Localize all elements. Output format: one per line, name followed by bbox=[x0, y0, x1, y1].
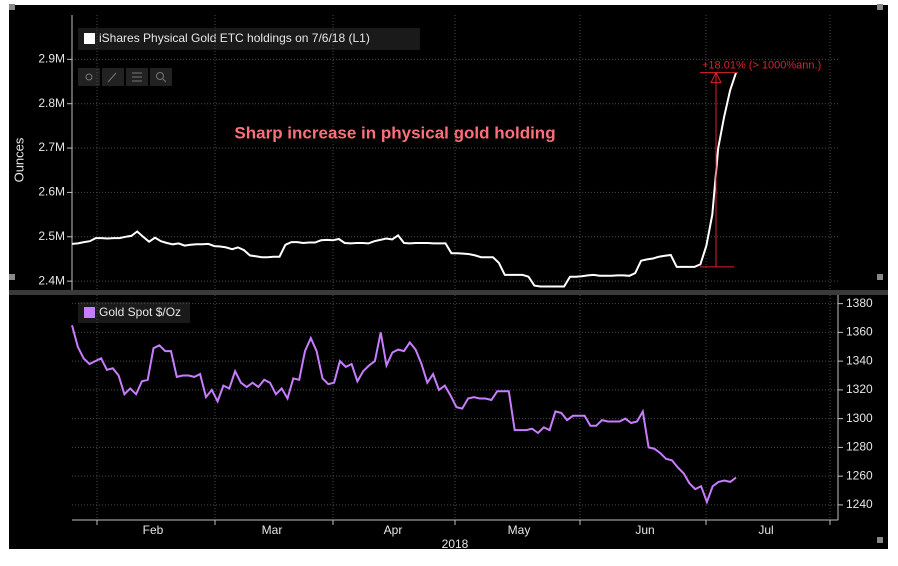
panel-divider bbox=[9, 290, 888, 295]
legend-swatch bbox=[84, 33, 95, 44]
y-tick-label: 1240 bbox=[846, 497, 873, 511]
y-axis-title: Ounces bbox=[11, 137, 26, 182]
y-tick-label: 1280 bbox=[846, 440, 873, 454]
series-line bbox=[71, 324, 737, 505]
toolbar bbox=[78, 68, 172, 86]
y-tick-label: 1320 bbox=[846, 382, 873, 396]
x-tick-label: Jun bbox=[635, 523, 654, 537]
y-tick-label: 1260 bbox=[846, 468, 873, 482]
corner-marker bbox=[9, 274, 15, 280]
y-tick-label: 1360 bbox=[846, 325, 873, 339]
x-tick-label: Mar bbox=[262, 523, 283, 537]
x-tick-label: Jul bbox=[758, 523, 773, 537]
x-tick-label: Feb bbox=[143, 523, 164, 537]
legend-label: iShares Physical Gold ETC holdings on 7/… bbox=[99, 31, 370, 45]
x-axis-title: 2018 bbox=[442, 537, 469, 551]
corner-marker bbox=[877, 274, 883, 280]
x-tick-label: May bbox=[508, 523, 531, 537]
corner-marker bbox=[877, 537, 883, 543]
legend-label: Gold Spot $/Oz bbox=[99, 305, 181, 319]
y-tick-label: 1300 bbox=[846, 411, 873, 425]
y-tick-label: 2.9M bbox=[38, 52, 65, 66]
change-arrow bbox=[710, 71, 722, 84]
corner-marker bbox=[9, 4, 15, 10]
y-tick-label: 2.4M bbox=[38, 273, 65, 287]
legend-box bbox=[78, 302, 190, 323]
annotation: +18.01% (> 1000%ann.) bbox=[702, 60, 821, 72]
y-tick-label: 2.8M bbox=[38, 96, 65, 110]
y-tick-label: 2.5M bbox=[38, 229, 65, 243]
y-tick-label: 1340 bbox=[846, 353, 873, 367]
legend-swatch bbox=[84, 307, 95, 318]
annotation: Sharp increase in physical gold holding bbox=[234, 123, 555, 142]
background bbox=[9, 5, 888, 549]
y-tick-label: 2.6M bbox=[38, 185, 65, 199]
y-tick-label: 2.7M bbox=[38, 140, 65, 154]
x-tick-label: Apr bbox=[384, 523, 403, 537]
y-tick-label: 1380 bbox=[846, 296, 873, 310]
series-line bbox=[71, 72, 737, 288]
corner-marker bbox=[877, 4, 883, 10]
legend-box bbox=[78, 28, 420, 50]
